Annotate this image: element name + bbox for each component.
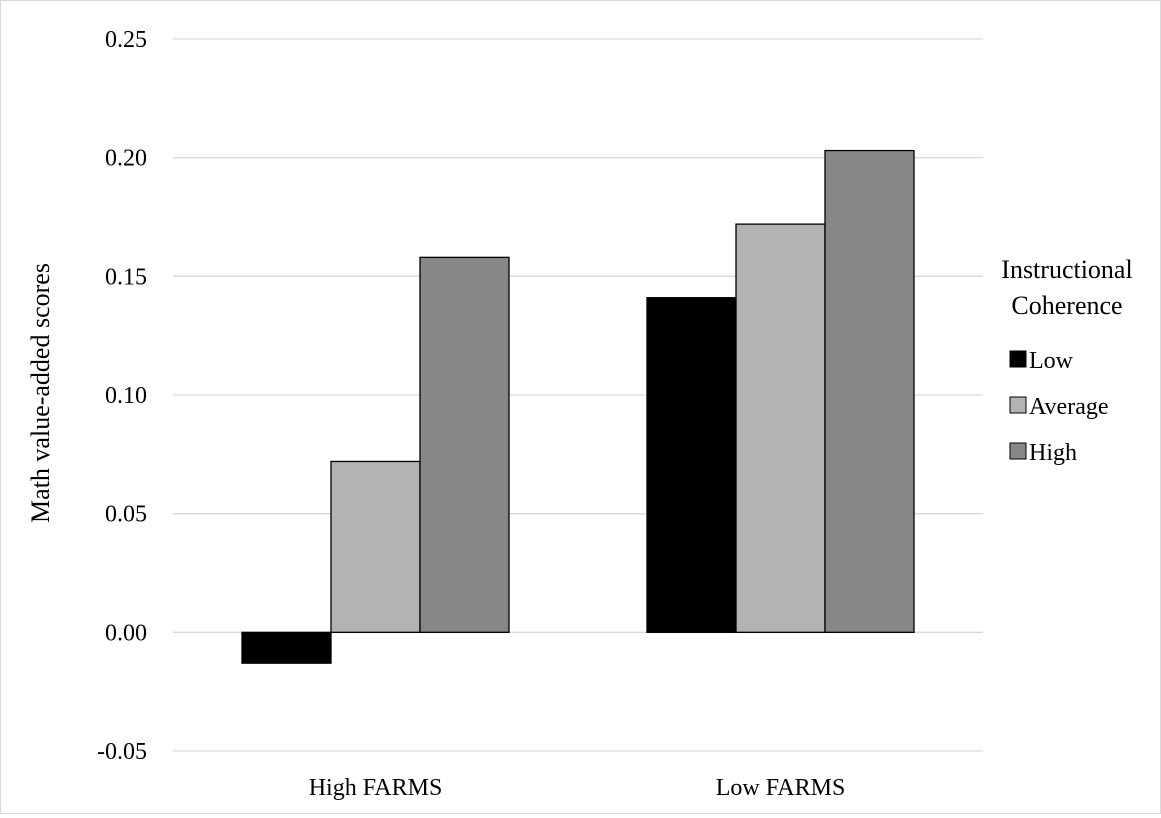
x-category-label: Low FARMS xyxy=(716,775,846,801)
y-tick-label: -0.05 xyxy=(97,739,147,765)
bars xyxy=(241,149,915,664)
legend-label-low: Low xyxy=(1029,348,1074,374)
bar-high-high-farms xyxy=(419,256,510,633)
legend-swatch-low xyxy=(1009,350,1027,368)
x-category-label: High FARMS xyxy=(309,775,443,801)
y-tick-label: 0.05 xyxy=(105,502,147,528)
y-tick-label: 0.15 xyxy=(105,264,147,290)
bar-low-low-farms xyxy=(646,297,737,633)
bar-average-high-farms xyxy=(330,460,421,633)
bar-high-low-farms xyxy=(824,149,915,633)
legend-title-line-2: Coherence xyxy=(1011,291,1122,320)
bar-average-low-farms xyxy=(735,223,826,633)
y-tick-label: 0.25 xyxy=(105,27,147,53)
y-axis-ticks: -0.05 0.00 0.05 0.10 0.15 0.20 0.25 xyxy=(97,27,147,765)
x-axis-categories: High FARMS Low FARMS xyxy=(309,775,846,801)
legend-label-high: High xyxy=(1029,440,1077,466)
legend: Instructional Coherence Low Average High xyxy=(1001,255,1132,466)
y-axis-title: Math value-added scores xyxy=(26,263,55,523)
y-tick-label: 0.00 xyxy=(105,620,147,646)
bar-low-high-farms xyxy=(241,631,332,664)
legend-label-average: Average xyxy=(1029,394,1109,420)
y-tick-label: 0.20 xyxy=(105,146,147,172)
legend-swatch-average xyxy=(1009,396,1027,414)
legend-items: Low Average High xyxy=(1009,348,1109,466)
y-tick-label: 0.10 xyxy=(105,383,147,409)
legend-swatch-high xyxy=(1009,442,1027,460)
legend-title-line-1: Instructional xyxy=(1001,255,1132,284)
